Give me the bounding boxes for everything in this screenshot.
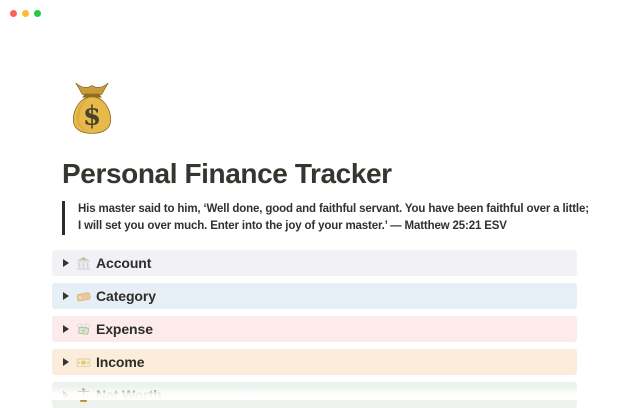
quote-line-2: I will set you over much. Enter into the… (78, 220, 507, 232)
maximize-window-button[interactable] (34, 10, 41, 17)
section-label: Net Worth (96, 387, 162, 403)
money-with-wings-emoji (76, 323, 91, 335)
toggle-caret-icon[interactable] (63, 391, 69, 399)
bank-emoji (76, 256, 91, 270)
toggle-caret-icon[interactable] (63, 259, 69, 267)
section-label: Income (96, 354, 145, 370)
toggle-section-account[interactable]: Account (52, 250, 577, 276)
toggle-section-income[interactable]: Income (52, 349, 577, 375)
quote-block: His master said to him, ‘Well done, good… (62, 201, 593, 235)
notion-page: $ Personal Finance Tracker His master sa… (52, 0, 589, 408)
label-emoji (76, 292, 91, 301)
money-bag-emoji: $ (72, 82, 112, 134)
toggle-section-expense[interactable]: Expense (52, 316, 577, 342)
toggle-section-category[interactable]: Category (52, 283, 577, 309)
page-title: Personal Finance Tracker (62, 158, 392, 189)
toggle-caret-icon[interactable] (63, 358, 69, 366)
dollar-banknote-emoji (76, 358, 91, 367)
section-label: Expense (96, 321, 153, 337)
close-window-button[interactable] (10, 10, 17, 17)
balance-scale-emoji (76, 388, 91, 402)
toggle-caret-icon[interactable] (63, 325, 69, 333)
minimize-window-button[interactable] (22, 10, 29, 17)
toggle-caret-icon[interactable] (63, 292, 69, 300)
window-controls (10, 10, 41, 17)
section-label: Account (96, 255, 152, 271)
svg-text:$: $ (83, 101, 101, 131)
page-icon[interactable]: $ (66, 80, 118, 138)
toggle-section-net-worth[interactable]: Net Worth (52, 382, 577, 408)
quote-line-1: His master said to him, ‘Well done, good… (78, 203, 589, 215)
section-label: Category (96, 288, 156, 304)
